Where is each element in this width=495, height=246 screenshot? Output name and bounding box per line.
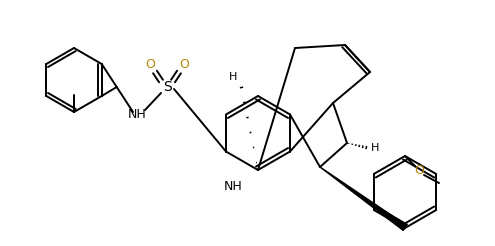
Text: O: O <box>145 58 155 71</box>
Text: H: H <box>229 72 237 82</box>
Text: H: H <box>371 143 379 153</box>
Text: O: O <box>179 58 189 71</box>
Text: NH: NH <box>224 181 243 194</box>
Text: S: S <box>163 80 171 94</box>
Text: NH: NH <box>128 108 147 122</box>
Text: O: O <box>414 164 424 176</box>
Polygon shape <box>320 167 407 231</box>
